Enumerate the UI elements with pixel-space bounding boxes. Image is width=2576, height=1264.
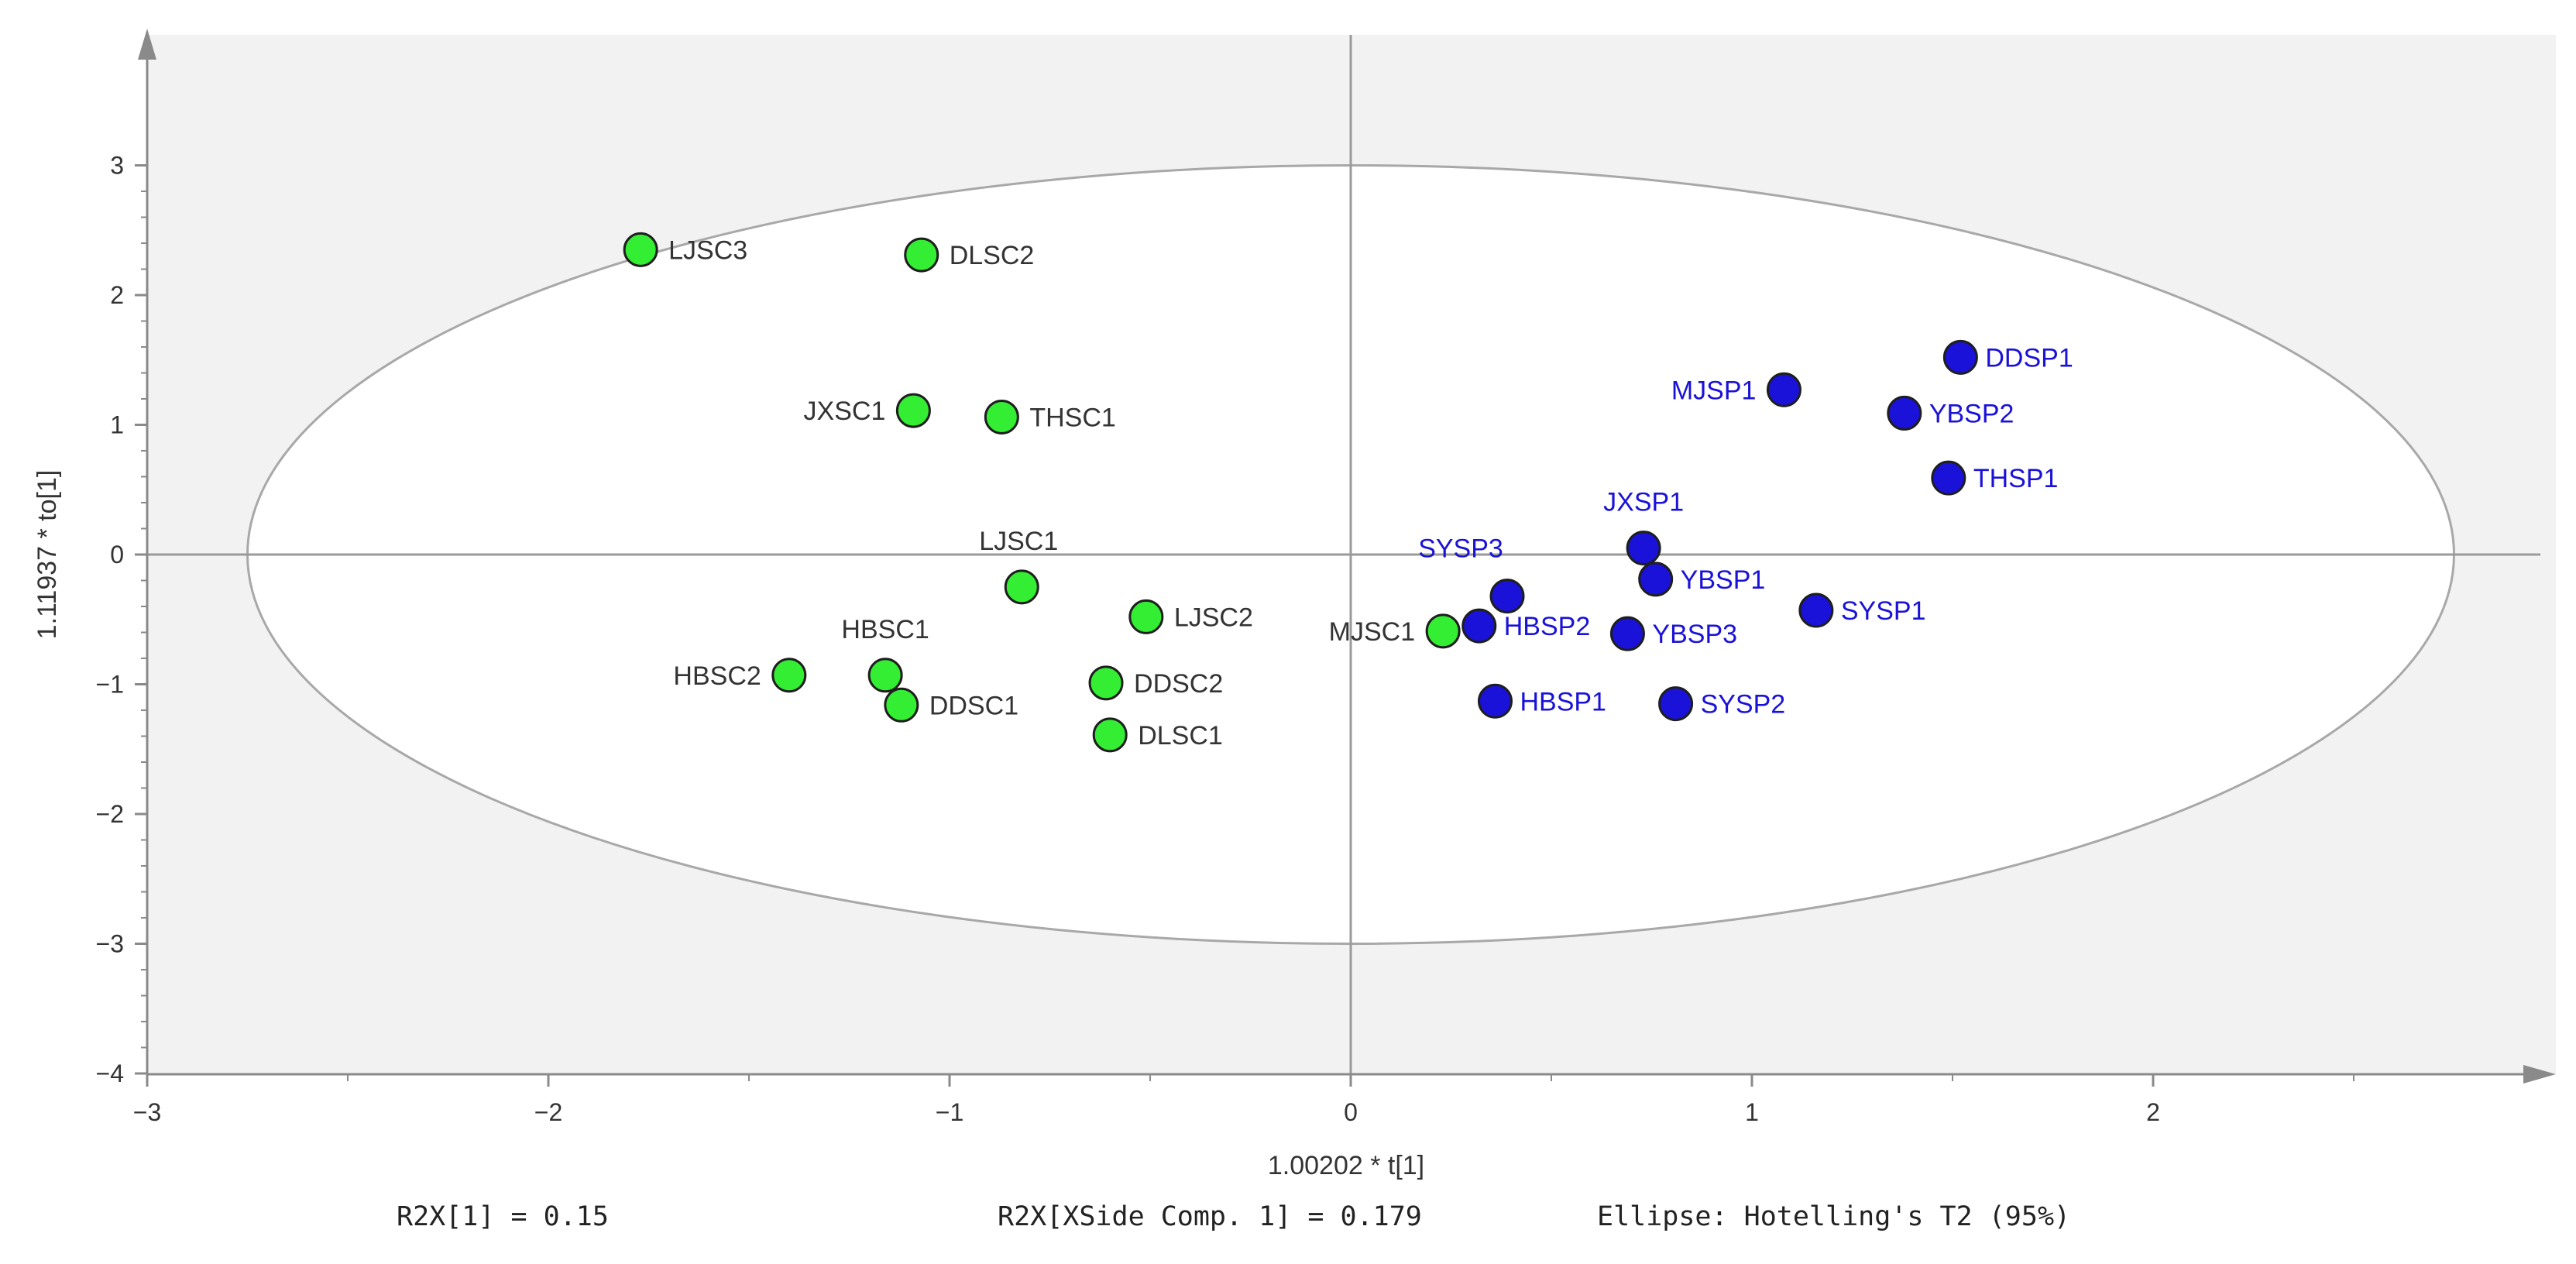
x-axis-label: 1.00202 * t[1] [1268,1151,1424,1180]
label-THSP1: THSP1 [1973,464,2059,493]
label-HBSP1: HBSP1 [1520,687,1606,716]
point-LJSC3 [623,232,658,267]
y-tick-label: −1 [96,671,124,699]
point-THSP1 [1931,460,1966,496]
label-DDSP1: DDSP1 [1985,343,2073,373]
point-LJSC2 [1128,599,1164,634]
x-tick-label: −3 [133,1098,161,1126]
x-tick-label: 2 [2146,1098,2160,1126]
x-tick-label: −1 [936,1098,963,1126]
point-THSC1 [984,399,1019,434]
point-MJSP1 [1766,372,1801,407]
label-JXSC1: JXSC1 [804,397,886,426]
point-SYSP1 [1798,592,1834,628]
point-DDSC1 [884,687,919,723]
label-SYSP1: SYSP1 [1841,596,1926,626]
point-HBSC1 [867,658,903,693]
point-DLSC1 [1092,717,1128,753]
label-HBSC2: HBSC2 [673,661,761,691]
label-YBSP1: YBSP1 [1681,565,1766,595]
y-tick-label: −2 [96,800,124,828]
y-axis [135,29,156,1075]
y-tick-label: −3 [96,930,124,958]
footer-ellipse-note: Ellipse: Hotelling's T2 (95%) [1597,1201,2070,1232]
point-HBSP2 [1461,608,1497,644]
x-axis-arrow [2523,1065,2556,1084]
x-tick-label: 1 [1745,1098,1759,1126]
point-JXSC1 [895,393,931,428]
label-LJSC1: LJSC1 [979,527,1058,556]
label-DDSC2: DDSC2 [1134,669,1223,699]
label-HBSP2: HBSP2 [1504,612,1591,641]
point-HBSP1 [1477,683,1513,719]
label-THSC1: THSC1 [1029,403,1115,432]
label-DLSC1: DLSC1 [1138,721,1223,750]
point-SYSP2 [1658,686,1694,722]
label-HBSC1: HBSC1 [841,615,929,644]
point-YBSP2 [1887,395,1922,431]
x-axis [146,1065,2556,1087]
point-HBSC2 [771,658,807,693]
point-DDSP1 [1942,339,1978,375]
y-axis-label: 1.11937 * to[1] [33,470,62,640]
label-LJSC3: LJSC3 [668,235,747,265]
y-tick-label: 2 [110,281,124,309]
label-YBSP2: YBSP2 [1929,399,2014,428]
x-tick-label: −2 [534,1098,562,1126]
y-tick-label: 1 [110,411,124,439]
label-MJSC1: MJSC1 [1329,617,1415,647]
point-labels: LJSC3 DLSC2 JXSC1 THSC1 LJSC1 LJSC2 MJSC1 HBSC1… [668,235,2073,750]
label-MJSP1: MJSP1 [1671,376,1757,405]
y-tick-label: −4 [96,1060,124,1087]
point-JXSP1 [1626,531,1661,566]
label-DDSC1: DDSC1 [929,691,1018,720]
label-DLSC2: DLSC2 [950,241,1035,270]
point-LJSC1 [1004,569,1039,605]
y-tick-label: 0 [110,541,124,568]
label-SYSP2: SYSP2 [1701,690,1786,720]
footer-r2x-side: R2X[XSide Comp. 1] = 0.179 [998,1201,1422,1232]
point-MJSC1 [1425,613,1461,649]
label-SYSP3: SYSP3 [1418,534,1503,564]
point-DDSC2 [1088,665,1124,701]
x-tick-label: 0 [1344,1098,1358,1126]
label-LJSC2: LJSC2 [1174,603,1253,632]
x-tick-labels: −3 −2 −1 0 1 2 [133,1098,2160,1126]
point-DLSC2 [904,237,939,273]
y-axis-arrow [138,29,156,60]
point-YBSP3 [1609,616,1645,651]
label-YBSP3: YBSP3 [1652,620,1737,649]
footer-r2x: R2X[1] = 0.15 [397,1201,609,1232]
label-JXSP1: JXSP1 [1603,488,1684,517]
point-SYSP3 [1489,579,1525,614]
y-tick-label: 3 [110,152,124,180]
point-YBSP1 [1638,562,1674,597]
data-points [623,232,1978,753]
y-tick-labels: −4 −3 −2 −1 0 1 2 3 [96,152,124,1088]
